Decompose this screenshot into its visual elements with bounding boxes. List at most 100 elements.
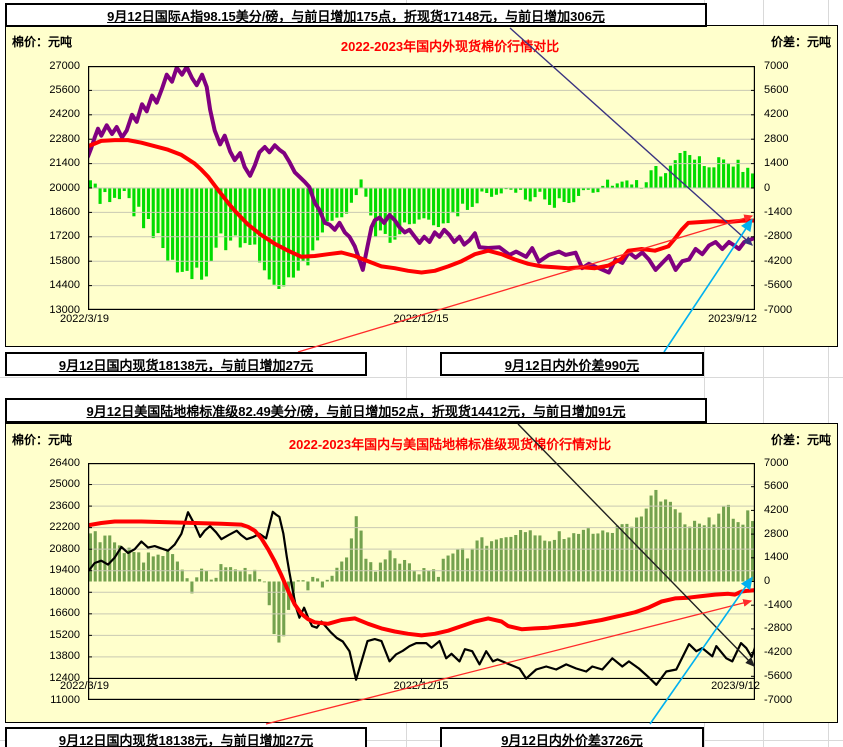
plot-area-bottom[interactable] — [88, 463, 755, 700]
right-axis-tick-label: 5600 — [764, 480, 789, 493]
diff-bar — [417, 574, 421, 582]
diff-bar — [620, 181, 624, 188]
diff-bar — [98, 188, 102, 204]
annotation-price-gap-bottom[interactable]: 9月12日内外价差3726元 — [440, 727, 704, 747]
diff-bar — [137, 188, 141, 207]
diff-bar — [345, 188, 349, 214]
diff-bar — [320, 188, 324, 233]
diff-bar — [736, 522, 740, 582]
plot-area-top[interactable] — [88, 66, 755, 310]
diff-bar — [567, 188, 571, 204]
diff-bar — [601, 530, 605, 582]
diff-bar — [229, 567, 233, 582]
diff-bar — [470, 548, 474, 582]
diff-bar — [108, 535, 112, 582]
diff-bar — [572, 188, 576, 203]
diff-bar — [407, 188, 411, 225]
diff-bar — [335, 567, 339, 582]
diff-bar — [654, 165, 658, 188]
diff-bar — [707, 167, 711, 188]
right-axis-tick-label: -2800 — [764, 622, 793, 635]
diff-bar — [369, 188, 373, 216]
diff-bar — [456, 188, 460, 217]
diff-bar — [635, 180, 639, 188]
sheet-gridline — [704, 0, 705, 747]
diff-bar — [383, 188, 387, 234]
diff-bar — [494, 539, 498, 582]
diff-bar — [291, 188, 295, 278]
diff-bar — [180, 188, 184, 272]
diff-bar — [514, 535, 518, 582]
diff-bar — [166, 188, 170, 261]
right-axis-tick-label: -5600 — [764, 669, 793, 682]
annotation-domestic-spot-mid[interactable]: 9月12日国内现货18138元，与前日增加27元 — [5, 352, 367, 376]
diff-bar — [200, 188, 204, 280]
diff-bar — [519, 530, 523, 582]
diff-bar — [591, 533, 595, 582]
left-axis-tick-label: 13000 — [49, 303, 80, 316]
left-axis-tick-label: 22800 — [49, 132, 80, 145]
diff-bar — [306, 581, 310, 591]
diff-bar — [325, 579, 329, 582]
left-axis-tick-label: 13800 — [49, 650, 80, 663]
diff-bar — [451, 553, 455, 582]
diff-bar — [156, 188, 160, 234]
sheet-gridline — [406, 0, 407, 747]
diff-bar — [480, 537, 484, 582]
diff-bar — [552, 188, 556, 208]
diff-bar — [494, 188, 498, 195]
annotation-price-gap-mid[interactable]: 9月12日内外价差990元 — [440, 352, 704, 376]
diff-bar — [127, 188, 131, 199]
diff-bar — [214, 188, 218, 248]
diff-bar — [393, 188, 397, 240]
diff-bar — [630, 526, 634, 582]
diff-bar — [238, 571, 242, 582]
diff-bar — [267, 188, 271, 280]
diff-bar — [258, 188, 262, 263]
left-axis-tick-label: 23600 — [49, 499, 80, 512]
diff-bar — [103, 535, 107, 582]
diff-bar — [166, 551, 170, 582]
diff-bar — [543, 540, 547, 582]
diff-bar — [475, 188, 479, 204]
chart-title-top: 2022-2023年国内外现货棉价行情对比 — [340, 39, 560, 54]
diff-bar — [668, 501, 672, 582]
diff-bar — [427, 570, 431, 582]
diff-bar — [224, 567, 228, 582]
diff-bar — [272, 581, 276, 635]
diff-bar — [615, 525, 619, 582]
right-axis-tick-label: 0 — [764, 181, 771, 194]
diff-bar — [697, 523, 701, 582]
diff-bar — [243, 188, 247, 244]
diff-bar — [712, 167, 716, 188]
diff-bar — [615, 183, 619, 188]
diff-bar — [248, 188, 252, 245]
diff-bar — [543, 188, 547, 200]
diff-bar — [113, 542, 117, 582]
diff-bar — [258, 579, 262, 582]
diff-bar — [224, 188, 228, 251]
diff-bar — [349, 188, 353, 203]
diff-bar — [393, 558, 397, 582]
diff-bar — [446, 555, 450, 582]
diff-bar — [533, 535, 537, 582]
diff-bar — [340, 188, 344, 218]
diff-bar — [504, 537, 508, 582]
diff-bar — [161, 188, 165, 249]
annotation-us-upland[interactable]: 9月12日美国陆地棉标准级82.49美分/磅，与前日增加52点，折现货14412… — [5, 398, 707, 423]
diff-bar — [195, 577, 199, 582]
annotation-intl-a-index[interactable]: 9月12日国际A指98.15美分/磅，与前日增加175点，折现货17148元，与… — [5, 3, 707, 27]
diff-bar — [562, 188, 566, 203]
annotation-domestic-spot-bottom[interactable]: 9月12日国内现货18138元，与前日增加27元 — [5, 727, 367, 747]
diff-bar — [117, 545, 121, 582]
right-axis-tick-label: 1400 — [764, 551, 789, 564]
x-tick-start-bottom: 2022/3/19 — [60, 680, 109, 692]
diff-bar — [436, 188, 440, 228]
diff-bar — [161, 556, 165, 582]
diff-bar — [499, 188, 503, 194]
diff-bar — [577, 533, 581, 582]
right-axis-tick-label: 4200 — [764, 108, 789, 121]
diff-bar — [441, 558, 445, 582]
diff-bar — [243, 567, 247, 582]
left-axis-tick-label: 20800 — [49, 542, 80, 555]
